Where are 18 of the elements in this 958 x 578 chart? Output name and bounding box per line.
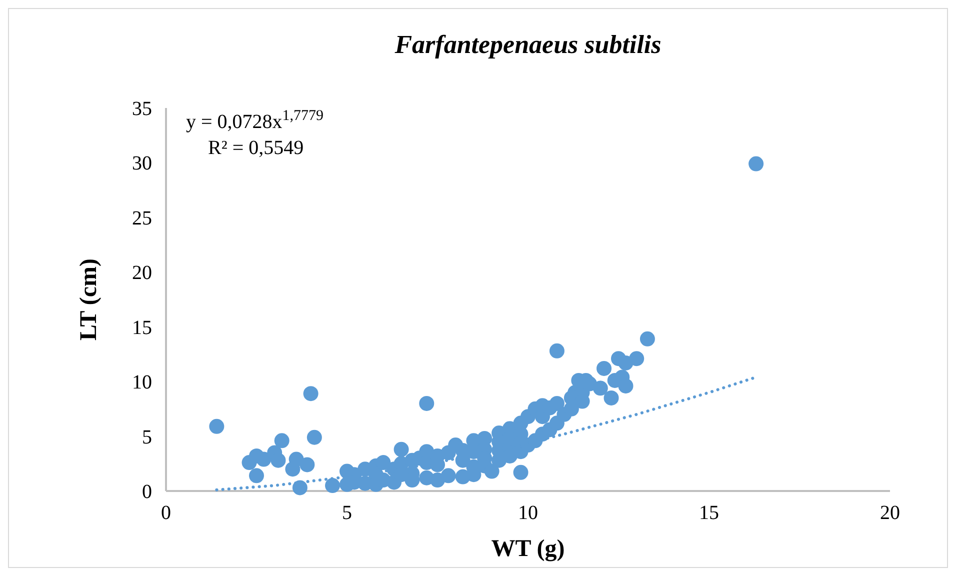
- y-tick-label: 25: [132, 207, 152, 230]
- annotation: R² = 0,5549: [208, 137, 304, 159]
- y-tick-label: 15: [132, 316, 152, 339]
- x-tick-label: 20: [880, 502, 900, 524]
- x-tick-label: 10: [518, 502, 538, 524]
- y-tick-label: 10: [132, 372, 152, 394]
- y-tick-label: 20: [132, 262, 152, 284]
- x-tick-label: 0: [161, 502, 171, 524]
- y-tick-label: 5: [142, 426, 152, 448]
- x-axis-title: WT (g): [491, 536, 565, 562]
- annotation: y = 0,0728x$^{1,7779}$: [186, 108, 324, 133]
- y-tick-label: 0: [142, 481, 152, 503]
- x-tick-label: 5: [342, 502, 352, 524]
- chart-title: Farfantepenaeus subtilis: [394, 30, 662, 59]
- y-tick-label: 30: [132, 152, 152, 175]
- y-axis-title: LT (cm): [76, 258, 102, 341]
- x-tick-label: 15: [699, 502, 719, 524]
- y-tick-label: 35: [132, 98, 152, 120]
